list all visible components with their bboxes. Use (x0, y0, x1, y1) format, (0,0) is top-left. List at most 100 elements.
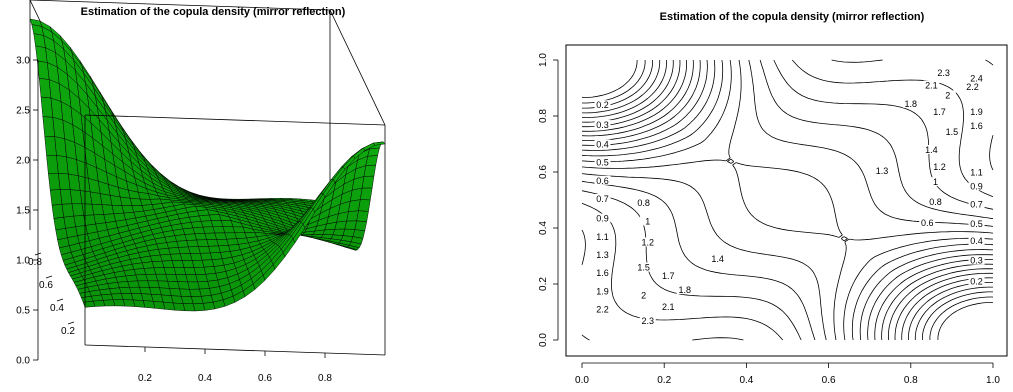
surface-facet (178, 246, 191, 255)
contour-level-label: 0.7 (970, 200, 983, 210)
contour-label-bg (923, 145, 940, 154)
surface-facet (360, 187, 373, 201)
contour-label-bg (639, 216, 656, 226)
x-tick-label: 0.2 (138, 373, 152, 384)
contour-label-bg (931, 107, 948, 117)
surface-facet (127, 280, 140, 288)
contour-level-label: 2 (641, 291, 646, 301)
contour-label-bg (594, 250, 611, 259)
surface-facet (197, 281, 210, 290)
contour-line (581, 59, 994, 341)
surface-facet (187, 281, 200, 290)
surface-facet (208, 245, 221, 254)
z-tick-label: 1.0 (16, 256, 30, 267)
contour-label-bg (968, 167, 985, 177)
contour-label-bg (927, 177, 944, 187)
y-axis: 0.2 0.4 0.6 0.8 (28, 252, 75, 337)
surface-facet (129, 286, 142, 294)
contour-label-bg (968, 255, 985, 265)
surface-facet (356, 210, 369, 223)
surface-facet (352, 229, 366, 239)
contour-level-label: 1.9 (596, 286, 609, 296)
y-tick-label: 0.4 (538, 221, 549, 235)
contour-line (581, 59, 994, 341)
y-tick-label: 0.6 (538, 165, 549, 179)
contour-level-label: 0.9 (596, 214, 609, 224)
contour-label-bg (594, 304, 611, 314)
surface-facet (200, 220, 214, 228)
z-tick-label: 2.5 (16, 106, 30, 117)
contour-line (582, 60, 993, 340)
x-tick-label: 1.0 (986, 375, 1000, 386)
contour-line (581, 59, 994, 341)
surface-facet (354, 220, 367, 232)
contour-line (582, 59, 993, 341)
contour-level-label: 0.6 (921, 218, 934, 228)
surface-facet (71, 203, 85, 217)
contour-level-label: 0.8 (637, 198, 650, 208)
contour-plot-frame (565, 44, 1008, 357)
surface-facet (117, 281, 130, 289)
contour-line (581, 59, 994, 341)
y-tick-label: 0.8 (538, 109, 549, 123)
contour-level-label: 0.4 (970, 236, 983, 246)
contour-line (581, 59, 994, 341)
contour-label-bg (635, 290, 652, 300)
contour-level-label: 2.4 (970, 74, 983, 84)
contour-label-bg (660, 301, 677, 311)
contour-level-label: 1.3 (596, 250, 609, 260)
contour-level-label: 0.6 (596, 176, 609, 186)
contour-line (581, 59, 994, 341)
contour-label-bg (639, 315, 656, 325)
z-tick-label: 0.5 (16, 306, 30, 317)
contour-label-bg (919, 217, 936, 227)
surface-facet (212, 226, 226, 234)
surface-facet (201, 259, 215, 268)
z-tick-label: 1.5 (16, 206, 30, 217)
contour-label-bg (968, 121, 985, 131)
surface-facet (363, 164, 377, 177)
surface-facet (163, 267, 177, 275)
contour-level-label: 2.1 (925, 81, 938, 91)
contour-label-bg (594, 268, 611, 278)
y-tick-label: 0.2 (538, 277, 549, 291)
contour-x-axis: 0.0 0.2 0.4 0.6 0.8 1.0 (575, 362, 1000, 386)
contour-line (581, 59, 994, 341)
surface-facet (189, 288, 202, 297)
contour-label-bg (635, 262, 652, 272)
y-tick (67, 321, 75, 325)
contour-label-bg (968, 219, 985, 229)
contour-label-bg (594, 157, 611, 167)
surface-facet (358, 199, 371, 212)
surface-facet (143, 267, 157, 275)
surface-title: Estimation of the copula density (mirror… (81, 6, 346, 18)
contour-label-bg (927, 196, 944, 206)
surface-facet (153, 267, 167, 275)
contour-level-label: 2.2 (596, 305, 609, 315)
surface-facet (133, 268, 147, 276)
contour-level-label: 0.3 (596, 120, 609, 130)
box-edge (84, 344, 386, 356)
contour-level-label: 0.2 (970, 277, 983, 287)
contour-label-bg (709, 254, 726, 264)
contour-label-bg (594, 100, 611, 110)
surface-facet (210, 220, 224, 228)
contour-label-bg (968, 107, 985, 117)
contour-level-label: 1.5 (637, 263, 650, 273)
y-tick-label: 1.0 (538, 53, 549, 67)
contour-title: Estimation of the copula density (mirror… (660, 11, 925, 23)
contour-label-bg (874, 166, 891, 175)
surface-facet (49, 189, 63, 206)
contour-level-label: 0.3 (970, 256, 983, 266)
surface-panel: Estimation of the copula density (mirror… (16, 0, 386, 384)
contour-level-label: 2.1 (662, 302, 675, 312)
contour-level-label: 1.5 (946, 127, 959, 137)
y-tick (34, 252, 42, 256)
contour-line (581, 59, 994, 341)
surface-facet (123, 269, 137, 277)
surface-facet (203, 266, 217, 275)
surface-facet (171, 260, 185, 268)
y-tick (45, 275, 53, 279)
contour-level-label: 1.9 (970, 107, 983, 117)
contour-label-bg (639, 237, 656, 247)
